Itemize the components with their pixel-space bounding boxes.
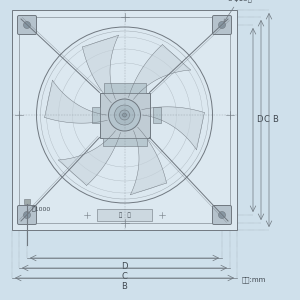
Text: 約1000: 約1000 [32,206,51,212]
Circle shape [122,113,127,117]
Polygon shape [130,127,166,195]
Text: C: C [264,116,270,124]
Text: D: D [256,116,262,124]
Text: C: C [122,272,128,281]
Text: D: D [121,262,128,271]
Polygon shape [142,107,205,150]
Bar [12,10,237,230]
Bar [24,199,30,204]
Circle shape [23,212,31,218]
Polygon shape [58,130,121,185]
FancyBboxPatch shape [17,16,37,34]
Circle shape [115,105,134,125]
Bar [103,137,146,146]
Bar [100,92,149,137]
FancyBboxPatch shape [212,16,232,34]
Bar [19,17,230,223]
Circle shape [109,99,140,131]
Circle shape [218,212,226,218]
Polygon shape [128,44,191,99]
Circle shape [218,22,226,28]
Text: B: B [272,116,278,124]
Bar [97,209,152,221]
Polygon shape [82,35,118,103]
Text: 単位:mm: 単位:mm [242,277,266,283]
Circle shape [119,110,130,120]
Text: 銘   板: 銘 板 [118,212,130,218]
Bar [103,82,146,92]
FancyBboxPatch shape [17,206,37,224]
Circle shape [23,22,31,28]
Polygon shape [44,80,107,123]
Text: B: B [122,282,128,291]
Bar [92,107,100,123]
Bar [152,107,160,123]
FancyBboxPatch shape [212,206,232,224]
Text: 8-φ13稴: 8-φ13稴 [224,0,252,22]
